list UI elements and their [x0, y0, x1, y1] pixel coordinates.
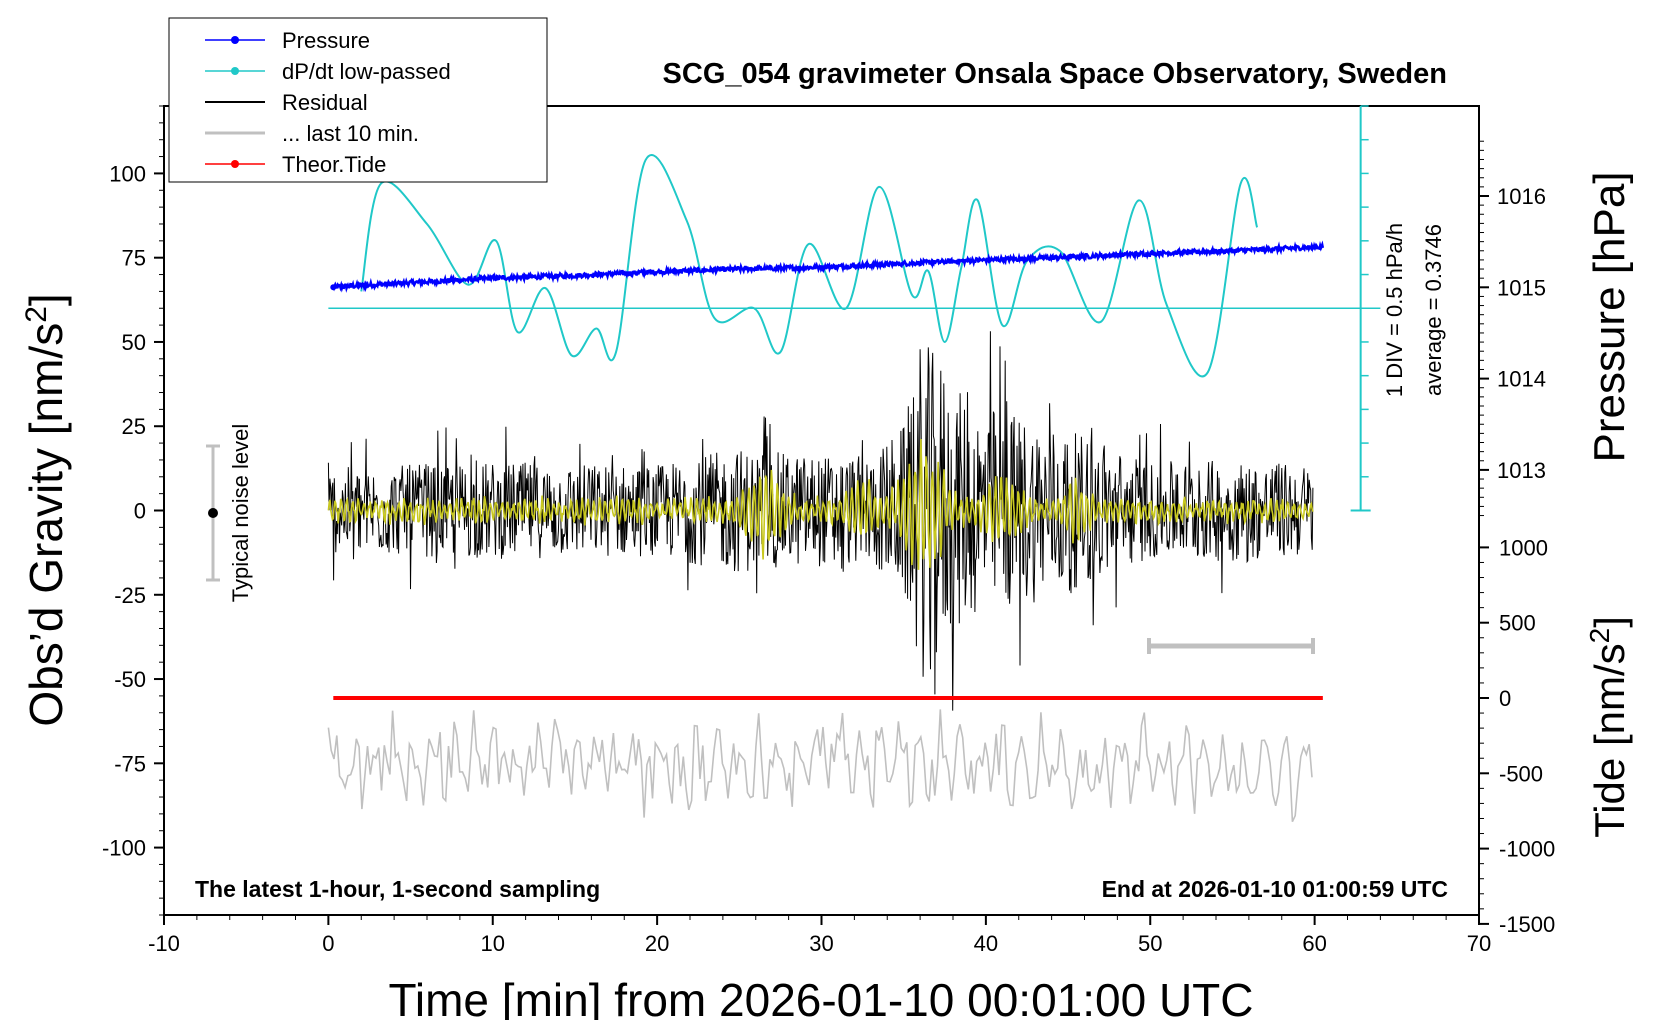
- x-tick-label: 40: [974, 931, 998, 956]
- pressure-line: [332, 240, 1325, 293]
- tide-tick-label: -1000: [1499, 837, 1555, 862]
- left-tick-label: 0: [134, 499, 146, 524]
- tide-axis-label: Tide [nm/s2]: [1584, 616, 1634, 838]
- legend-box: [168, 17, 548, 183]
- left-tick-label: 50: [122, 330, 146, 355]
- legend-item-residual: Residual: [205, 90, 368, 115]
- x-tick-label: 10: [481, 931, 505, 956]
- residual-line: [327, 331, 1314, 711]
- pressure-start-point: [330, 284, 337, 291]
- noise-level-marker: [206, 444, 220, 582]
- left-axis-label: Obs’d Gravity [nm/s2]: [20, 293, 73, 726]
- chart-title: SCG_054 gravimeter Onsala Space Observat…: [663, 58, 1447, 90]
- left-tick-label: -75: [114, 751, 146, 776]
- pressure-tick-label: 1014: [1497, 367, 1546, 392]
- legend-item-last-10-min: ... last 10 min.: [205, 121, 419, 146]
- x-tick-label: 60: [1302, 931, 1326, 956]
- dpdt-scale-text-1: 1 DIV = 0.5 hPa/h: [1382, 223, 1407, 397]
- left-tick-label: -50: [114, 667, 146, 692]
- left-tick-label: 25: [122, 414, 146, 439]
- residual-filtered-line: [327, 438, 1314, 570]
- dpdt-scale-text-2: average = 0.3746: [1421, 224, 1446, 396]
- footer-right-note: End at 2026-01-10 01:00:59 UTC: [1102, 876, 1448, 902]
- x-tick-label: -10: [148, 931, 180, 956]
- tide-tick-label: -1500: [1499, 912, 1555, 937]
- last-10-min-bracket: [1147, 638, 1315, 654]
- pressure-tick-label: 1013: [1497, 458, 1546, 483]
- left-tick-label: -100: [102, 836, 146, 861]
- legend-label-pressure: Pressure: [282, 28, 370, 53]
- left-tick-label: 75: [122, 246, 146, 271]
- legend-label-last-10-min: ... last 10 min.: [282, 121, 419, 146]
- noise-level-label: Typical noise level: [228, 424, 253, 603]
- dpdt-scale-bar: [1350, 105, 1371, 512]
- x-tick-label: 50: [1138, 931, 1162, 956]
- x-tick-label: 0: [322, 931, 334, 956]
- legend-item-pressure: Pressure: [205, 28, 370, 53]
- legend-item-theor-tide: Theor.Tide: [205, 152, 386, 177]
- residual-series: [327, 331, 1314, 711]
- legend-item-dpdt: dP/dt low-passed: [205, 59, 451, 84]
- last-10-min-line: [327, 709, 1313, 823]
- legend-label-dpdt: dP/dt low-passed: [282, 59, 451, 84]
- pressure-axis: 1016 1015 1014 1013: [1479, 140, 1546, 517]
- legend-label-theor-tide: Theor.Tide: [282, 152, 386, 177]
- pressure-tick-label: 1015: [1497, 275, 1546, 300]
- pressure-series: [330, 240, 1325, 293]
- legend: Pressure dP/dt low-passed Residual ... l…: [168, 17, 548, 183]
- x-tick-label: 70: [1467, 931, 1491, 956]
- tide-axis: 1000 500 0 -500 -1000 -1500: [1479, 535, 1555, 937]
- pressure-axis-label: Pressure [hPa]: [1585, 171, 1634, 462]
- dpdt-line: [360, 154, 1259, 378]
- left-tick-label: -25: [114, 583, 146, 608]
- footer-left-note: The latest 1-hour, 1-second sampling: [195, 876, 600, 902]
- last-10-min-series: [327, 709, 1313, 823]
- x-tick-label: 30: [809, 931, 833, 956]
- x-tick-label: 20: [645, 931, 669, 956]
- tide-tick-label: -500: [1499, 761, 1543, 786]
- left-tick-label: 100: [109, 161, 146, 186]
- tide-tick-label: 500: [1499, 611, 1536, 636]
- left-axis: 100 75 50 25 0 -25 -50 -75 -100: [102, 105, 164, 916]
- tide-tick-label: 0: [1499, 686, 1511, 711]
- tide-tick-label: 1000: [1499, 535, 1548, 560]
- dpdt-series: [360, 154, 1259, 378]
- pressure-tick-label: 1016: [1497, 184, 1546, 209]
- legend-label-residual: Residual: [282, 90, 368, 115]
- x-axis: -10 0 10 20 30 40 50 60 70: [148, 915, 1491, 956]
- x-axis-label: Time [min] from 2026-01-10 00:01:00 UTC: [389, 974, 1254, 1020]
